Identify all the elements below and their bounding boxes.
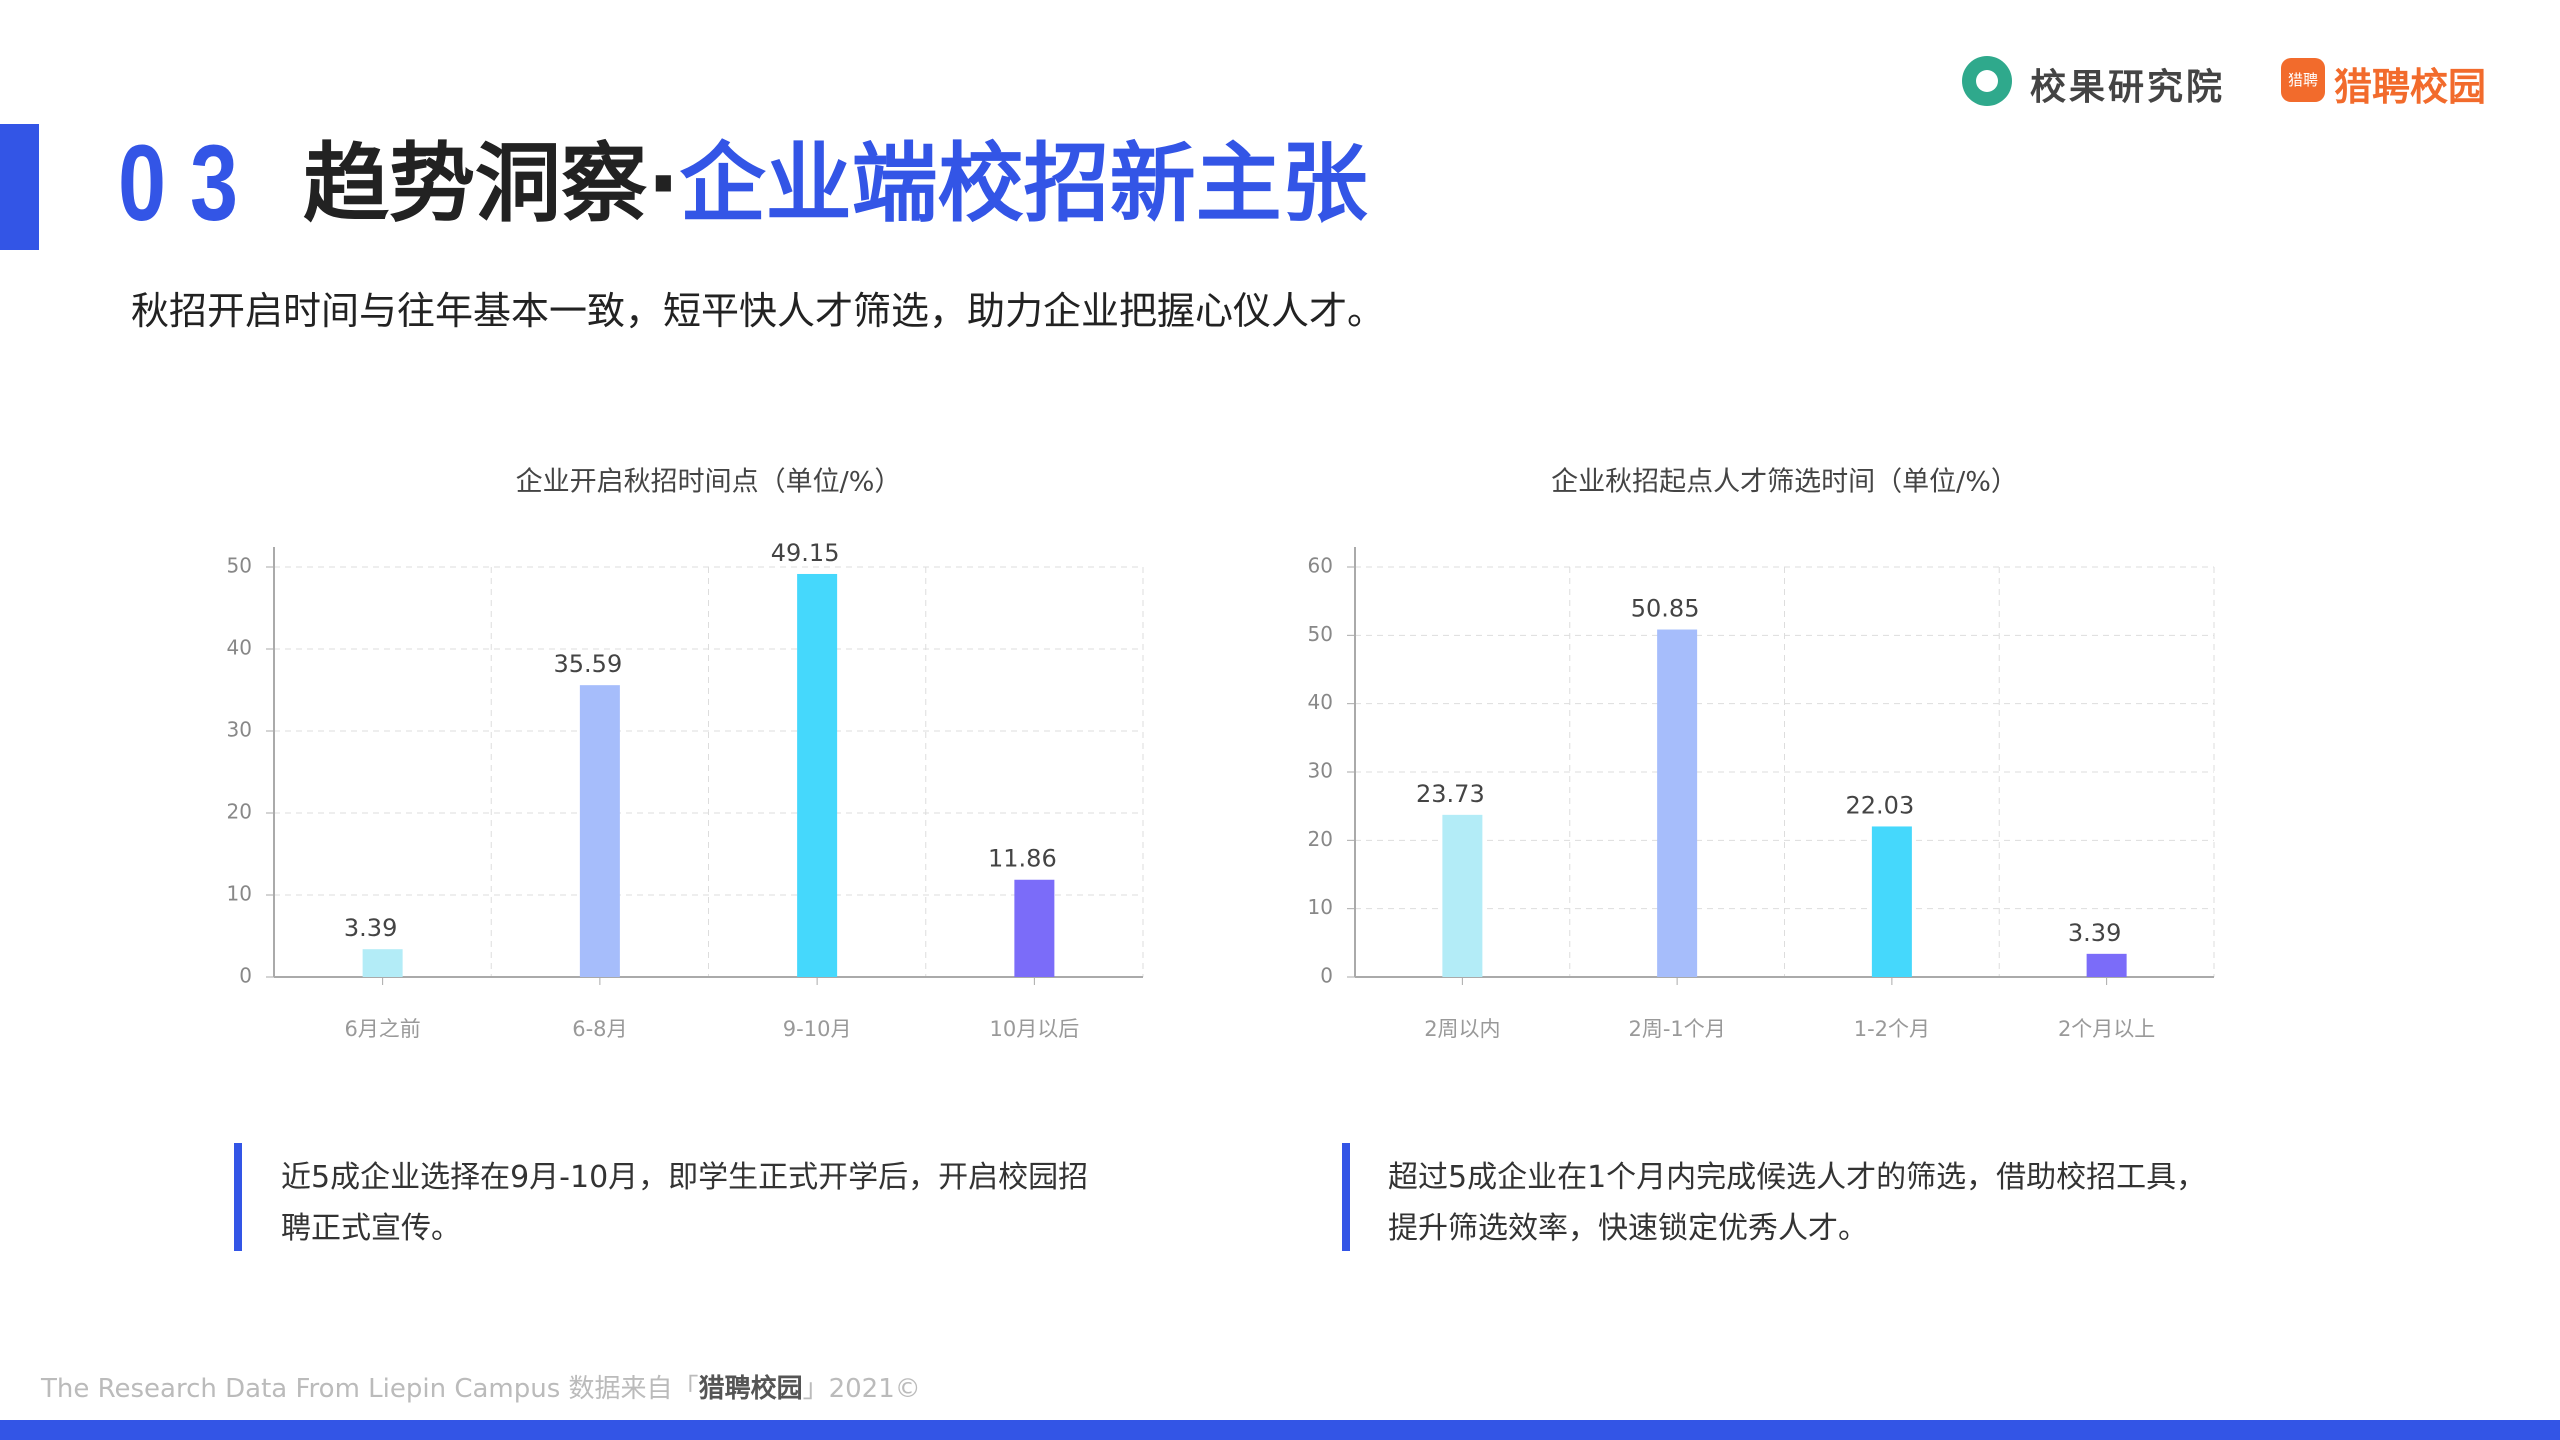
y-tick-label: 10 [227, 882, 252, 906]
logo2-icon: 猎聘 [2281, 58, 2325, 102]
section-number: 0 3 [118, 122, 239, 243]
y-tick-label: 40 [1308, 690, 1333, 714]
bar [2086, 953, 2127, 977]
logo1: 校果研究院 [2030, 67, 2226, 108]
y-tick-label: 40 [227, 636, 252, 660]
note: 超过5成企业在1个月内完成候选人才的筛选，借助校招工具， 提升筛选效率，快速锁定优… [1388, 1152, 2206, 1254]
x-tick-label: 6-8月 [572, 1017, 627, 1041]
value-label: 35.59 [554, 650, 623, 678]
chart-title: 企业秋招起点人才筛选时间（单位/%） [1551, 467, 2018, 498]
logo1-icon [1962, 56, 2012, 106]
footer: The Research Data From Liepin Campus 数据来… [41, 1368, 921, 1405]
x-tick-label: 2周以内 [1424, 1017, 1500, 1041]
value-label: 50.85 [1631, 595, 1700, 623]
footer-text: The Research Data From Liepin Campus 数据来… [41, 1374, 699, 1404]
y-tick-label: 0 [1320, 964, 1333, 988]
bar [797, 573, 838, 977]
bar [579, 685, 620, 977]
note-line: 聘正式宣传。 [281, 1211, 461, 1246]
y-tick-label: 60 [1308, 554, 1333, 578]
bar [1014, 879, 1055, 977]
y-tick-label: 10 [1308, 895, 1333, 919]
title-blue: 企业端校招新主张 [679, 134, 1368, 234]
x-tick-label: 6月之前 [344, 1017, 420, 1041]
bottom-bar [0, 1420, 2560, 1440]
bar [1871, 826, 1912, 977]
note-line: 提升筛选效率，快速锁定优秀人才。 [1388, 1211, 1868, 1246]
logo2: 猎聘校园 [2334, 65, 2487, 109]
y-tick-label: 20 [1308, 827, 1333, 851]
value-label: 23.73 [1416, 780, 1485, 808]
note: 近5成企业选择在9月-10月，即学生正式开学后，开启校园招 聘正式宣传。 [281, 1152, 1088, 1254]
note-line: 近5成企业选择在9月-10月，即学生正式开学后，开启校园招 [281, 1160, 1089, 1195]
y-tick-label: 50 [227, 554, 252, 578]
logo1-icon-inner [1976, 70, 1998, 92]
bar [1657, 629, 1698, 977]
x-tick-label: 2周-1个月 [1628, 1017, 1725, 1041]
y-tick-label: 20 [227, 800, 252, 824]
y-tick-label: 50 [1308, 622, 1333, 646]
value-label: 3.39 [2068, 919, 2121, 947]
title: 趋势洞察·企业端校招新主张 [303, 134, 1368, 234]
chart-title: 企业开启秋招时间点（单位/%） [516, 467, 902, 498]
x-tick-label: 9-10月 [783, 1017, 852, 1041]
bar [362, 949, 403, 977]
footer-brand: 猎聘校园 [698, 1374, 803, 1404]
y-tick-label: 0 [239, 964, 252, 988]
y-tick-label: 30 [1308, 759, 1333, 783]
value-label: 11.86 [988, 845, 1057, 873]
value-label: 3.39 [344, 914, 397, 942]
bar [1442, 814, 1483, 977]
x-tick-label: 10月以后 [990, 1017, 1080, 1041]
y-tick-label: 30 [227, 718, 252, 742]
note-bar [234, 1143, 242, 1251]
x-tick-label: 1-2个月 [1854, 1017, 1930, 1041]
header-accent [0, 124, 39, 250]
note-line: 超过5成企业在1个月内完成候选人才的筛选，借助校招工具， [1388, 1160, 2207, 1195]
footer-text: 」2021© [802, 1374, 921, 1404]
subtitle: 秋招开启时间与往年基本一致，短平快人才筛选，助力企业把握心仪人才。 [131, 289, 1386, 333]
note-bar [1342, 1143, 1350, 1251]
value-label: 22.03 [1846, 791, 1915, 819]
x-tick-label: 2个月以上 [2058, 1017, 2155, 1041]
title-dark: 趋势洞察· [303, 134, 680, 234]
value-label: 49.15 [771, 539, 840, 567]
